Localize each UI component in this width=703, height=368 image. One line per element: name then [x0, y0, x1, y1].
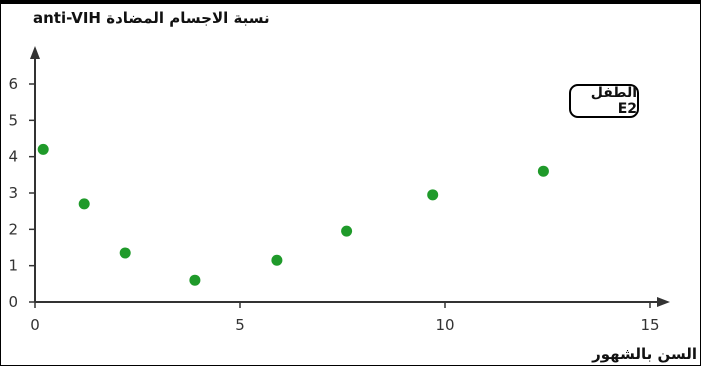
y-axis-label: نسبة الاجسام المضادة anti-VIH	[33, 9, 270, 27]
data-point	[271, 254, 283, 266]
data-point	[37, 143, 49, 155]
y-tick-label: 6	[8, 75, 18, 93]
x-axis-arrow	[657, 297, 670, 307]
data-point	[537, 165, 549, 177]
y-tick-label: 2	[8, 220, 18, 238]
y-tick-label: 5	[8, 111, 18, 129]
data-point	[427, 189, 439, 201]
y-tick-label: 3	[8, 184, 18, 202]
data-point	[78, 198, 90, 210]
x-tick-label: 15	[640, 316, 659, 334]
data-point	[341, 225, 353, 237]
y-tick-label: 1	[8, 257, 18, 275]
y-axis-arrow	[30, 46, 40, 59]
child-label-badge: الطفل E2	[569, 84, 639, 118]
x-tick-label: 5	[235, 316, 245, 334]
x-axis-label: السن بالشهور	[592, 345, 697, 363]
data-point	[119, 247, 131, 259]
y-tick-label: 4	[8, 148, 18, 166]
data-point	[189, 274, 201, 286]
y-tick-label: 0	[8, 293, 18, 311]
x-tick-label: 0	[30, 316, 40, 334]
x-tick-label: 10	[435, 316, 454, 334]
